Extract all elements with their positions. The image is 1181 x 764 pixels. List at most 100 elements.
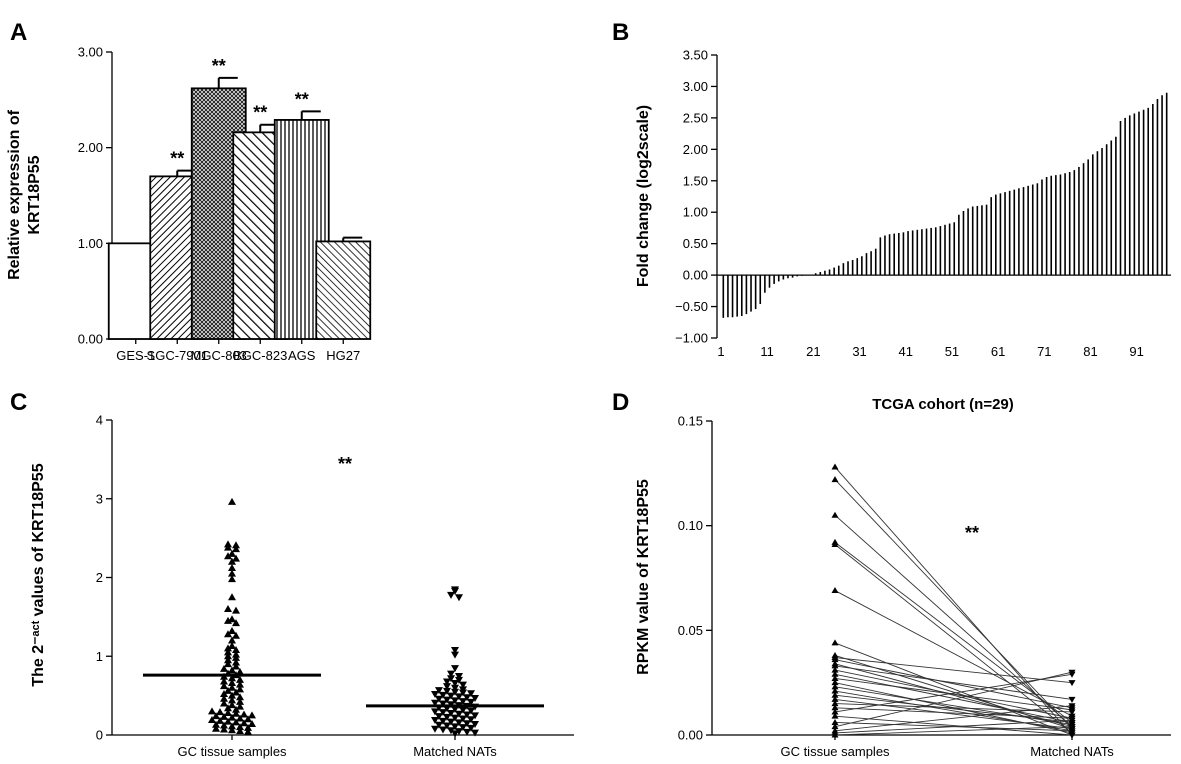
panel-b-y-tick-label: 1.00	[683, 205, 708, 220]
panel-c-gc-point	[244, 715, 252, 723]
panel-b-y-tick-label: 2.50	[683, 110, 708, 125]
panel-b-x-tick-label: 81	[1083, 344, 1097, 359]
panel-c-gc-point	[232, 554, 240, 562]
panel-a-significance: **	[170, 149, 184, 169]
panel-c-nat-point	[431, 691, 439, 699]
panel-a-y-axis-label: KRT18P55	[26, 155, 43, 234]
panel-c-nat-point	[447, 591, 455, 599]
panel-c-gc-point	[232, 631, 240, 639]
panel-a-bar-chart: 0.00 1.00 2.00 3.00 Relative expression of KR…	[6, 45, 372, 363]
panel-c-gc-point	[216, 708, 224, 716]
panel-c-gc-point	[244, 723, 252, 731]
panel-c-nat-point	[451, 680, 459, 688]
panel-c-nat-point	[471, 729, 479, 737]
panel-c-gc-point	[228, 627, 236, 635]
panel-d-pair-line	[834, 657, 1073, 684]
panel-c-nat-point	[471, 720, 479, 728]
panel-c-gc-point	[220, 682, 228, 690]
panel-c-gc-point	[208, 707, 216, 715]
panel-d-gc-point	[831, 695, 839, 702]
panel-c-gc-point	[228, 575, 236, 583]
panel-c-gc-point	[232, 650, 240, 658]
panel-c-gc-point	[228, 549, 236, 557]
panel-d-pair-line	[834, 642, 1073, 736]
panel-c-nat-point	[431, 699, 439, 707]
panel-c-nat-point	[459, 686, 467, 694]
panel-c-nat-point	[455, 594, 463, 602]
panel-d-pair-line	[834, 479, 1073, 730]
panel-b-x-tick-label: 61	[991, 344, 1005, 359]
panel-d-gc-point	[831, 683, 839, 690]
panel-c-nat-point	[463, 694, 471, 702]
panel-d-gc-point	[831, 511, 839, 518]
panel-c-scatter-chart: 0 1 2 3 4 The 2⁻ᵃᶜᵗ values of KRT18P55 GC tiss…	[30, 413, 574, 759]
panel-c-nat-point	[447, 709, 455, 717]
panel-c-nat-point	[463, 711, 471, 719]
panel-c-nat-point	[459, 681, 467, 689]
panel-c-gc-point	[224, 630, 232, 638]
panel-letter-b: B	[612, 19, 629, 46]
panel-d-nat-point	[1068, 717, 1076, 724]
panel-c-gc-point	[232, 709, 240, 717]
panel-c-gc-point	[216, 716, 224, 724]
panel-b-y-tick-label: 3.50	[683, 48, 708, 63]
panel-a-y-axis-label: Relative expression of	[6, 109, 23, 280]
panel-c-nat-point	[455, 728, 463, 736]
panel-b-x-tick-label: 41	[899, 344, 913, 359]
panel-d-gc-point	[831, 712, 839, 719]
panel-c-gc-point	[232, 545, 240, 553]
panel-c-nat-point	[471, 694, 479, 702]
panel-d-y-tick-label: 0.15	[678, 414, 703, 429]
panel-c-gc-point	[224, 686, 232, 694]
panel-c-nat-point	[431, 725, 439, 733]
panel-d-y-tick-label: 0.10	[678, 518, 703, 533]
panel-c-gc-point	[224, 605, 232, 612]
panel-a-x-tick-label: BGC-823	[233, 348, 287, 363]
panel-b-y-tick-label: −0.50	[675, 299, 708, 314]
panel-c-nat-point	[435, 721, 443, 729]
panel-letter-d: D	[612, 389, 629, 416]
panel-d-pair-line	[834, 514, 1073, 727]
panel-c-nat-point	[471, 712, 479, 720]
panel-c-gc-point	[212, 712, 220, 720]
panel-c-gc-point	[228, 666, 236, 674]
panel-c-nat-point	[443, 687, 451, 695]
panel-c-gc-point	[220, 694, 228, 702]
panel-c-nat-point	[455, 719, 463, 727]
panel-b-y-tick-label: 0.50	[683, 236, 708, 251]
panel-d-nat-point	[1068, 709, 1076, 716]
panel-c-y-tick-label: 2	[96, 570, 103, 585]
panel-c-gc-point	[224, 717, 232, 725]
panel-c-gc-point	[224, 660, 232, 668]
panel-b-y-tick-label: 2.00	[683, 142, 708, 157]
panel-c-nat-point	[443, 696, 451, 704]
panel-c-gc-point	[212, 720, 220, 728]
panel-d-pair-line	[834, 698, 1073, 730]
panel-d-gc-point	[831, 718, 839, 725]
panel-c-gc-point	[232, 662, 240, 670]
panel-c-gc-point	[228, 679, 236, 687]
panel-c-nat-point	[451, 723, 459, 731]
panel-c-x-tick-label: Matched NATs	[413, 744, 497, 759]
panel-c-gc-point	[228, 674, 236, 682]
panel-c-nat-point	[467, 690, 475, 698]
panel-c-nat-point	[439, 726, 447, 734]
panel-c-y-axis-label: The 2⁻ᵃᶜᵗ values of KRT18P55	[30, 463, 47, 686]
panel-d-pair-line	[834, 665, 1073, 700]
panel-d-pair-line	[834, 673, 1073, 713]
panel-c-nat-point	[459, 706, 467, 714]
panel-c-gc-point	[232, 705, 240, 713]
panel-c-gc-point	[228, 569, 236, 577]
panel-d-gc-point	[831, 687, 839, 694]
panel-c-gc-point	[236, 680, 244, 688]
panel-c-y-tick-label: 4	[96, 413, 103, 428]
panel-c-nat-point	[459, 724, 467, 732]
panel-c-nat-point	[455, 710, 463, 718]
panel-c-nat-point	[447, 692, 455, 700]
panel-c-nat-point	[451, 651, 459, 659]
panel-c-significance: **	[338, 454, 352, 474]
panel-a-y-tick-label: 1.00	[78, 236, 103, 251]
panel-c-nat-point	[447, 675, 455, 683]
panel-c-nat-point	[451, 665, 459, 673]
